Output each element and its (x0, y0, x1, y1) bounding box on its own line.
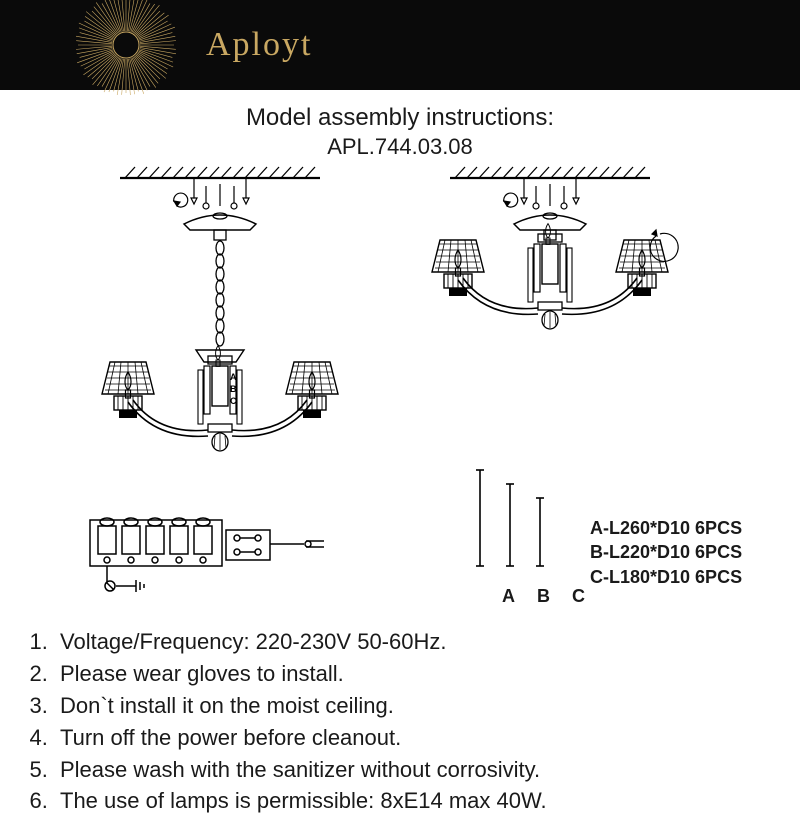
assembly-diagram: A B C (30, 160, 770, 620)
instruction-item: Voltage/Frequency: 220-230V 50-60Hz. (54, 626, 770, 658)
svg-text:C: C (230, 396, 237, 406)
brand-header: Aployt (0, 0, 800, 90)
content: Model assembly instructions: APL.744.03.… (0, 90, 800, 620)
rod-spec-c: C-L180*D10 6PCS (590, 565, 742, 589)
rod-labels: ABC (502, 586, 607, 607)
instruction-item: Turn off the power before cleanout. (54, 722, 770, 754)
rod-spec-b: B-L220*D10 6PCS (590, 540, 742, 564)
rod-spec-a: A-L260*D10 6PCS (590, 516, 742, 540)
svg-text:B: B (230, 384, 237, 394)
model-number: APL.744.03.08 (30, 134, 770, 160)
svg-text:A: A (230, 372, 237, 382)
instruction-list: Voltage/Frequency: 220-230V 50-60Hz.Plea… (0, 620, 800, 817)
instruction-item: Don`t install it on the moist ceiling. (54, 690, 770, 722)
brand-name: Aployt (206, 26, 312, 64)
sunburst-logo (76, 0, 176, 95)
instruction-item: Please wear gloves to install. (54, 658, 770, 690)
instruction-item: Please wash with the sanitizer without c… (54, 754, 770, 786)
rod-spec-list: A-L260*D10 6PCS B-L220*D10 6PCS C-L180*D… (590, 516, 742, 589)
page-title: Model assembly instructions: (30, 104, 770, 132)
instruction-item: The use of lamps is permissible: 8xE14 m… (54, 785, 770, 817)
